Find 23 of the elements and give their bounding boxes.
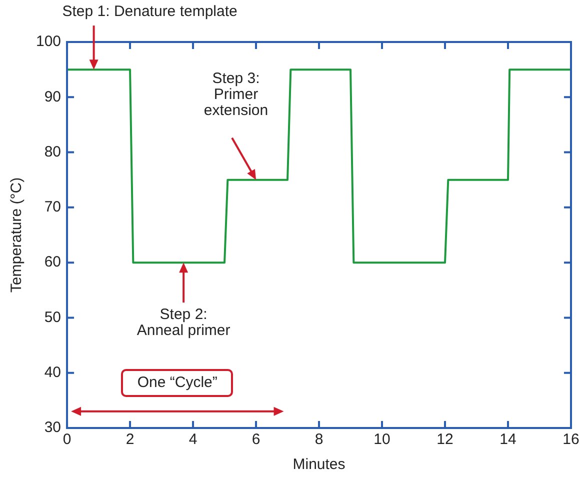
y-tick-label: 100 [36, 33, 62, 50]
y-tick-label: 40 [44, 364, 62, 381]
x-tick-label: 16 [562, 431, 580, 448]
y-tick-label: 70 [44, 198, 62, 216]
x-tick-label: 12 [436, 431, 454, 448]
x-tick-label: 10 [374, 431, 390, 448]
y-axis-title: Temperature (°C) [8, 177, 26, 293]
x-axis-title: Minutes [292, 456, 346, 474]
x-tick-label: 2 [126, 431, 134, 448]
annotation: Step 2: Anneal primer [136, 306, 230, 339]
x-tick-label: 8 [314, 431, 324, 448]
annotation: One “Cycle” [121, 369, 234, 398]
annotation: Step 1: Denature template [62, 2, 238, 20]
x-tick-label: 0 [62, 431, 72, 448]
y-tick-label: 30 [44, 419, 62, 436]
y-tick-label: 50 [44, 308, 62, 326]
y-tick-label: 60 [44, 254, 62, 271]
y-tick-label: 90 [44, 88, 62, 106]
x-tick-label: 14 [500, 431, 516, 448]
x-tick-label: 4 [188, 431, 198, 448]
annotation: Step 3: Primer extension [204, 70, 268, 119]
y-tick-label: 80 [44, 143, 62, 160]
x-tick-label: 6 [252, 431, 260, 448]
